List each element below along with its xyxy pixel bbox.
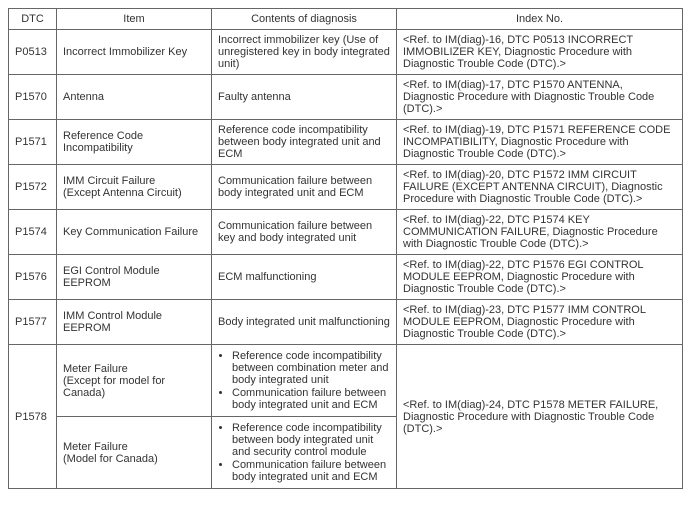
table-row-p1578a: P1578 Meter Failure(Except for model for… (9, 345, 683, 417)
diag-bullets-a: Reference code incompatibility between c… (218, 350, 390, 411)
cell-dtc: P1576 (9, 255, 57, 300)
diag-bullets-b: Reference code incompatibility between b… (218, 422, 390, 483)
table-row: P1574Key Communication FailureCommunicat… (9, 210, 683, 255)
cell-item: Antenna (57, 75, 212, 120)
bullet: Communication failure between body integ… (232, 387, 390, 411)
cell-dtc: P1577 (9, 300, 57, 345)
bullet: Reference code incompatibility between b… (232, 422, 390, 458)
table-row: P1576EGI Control Module EEPROMECM malfun… (9, 255, 683, 300)
cell-index: <Ref. to IM(diag)-16, DTC P0513 INCORREC… (397, 30, 683, 75)
cell-item: Reference Code Incompatibility (57, 120, 212, 165)
cell-dtc: P0513 (9, 30, 57, 75)
cell-index: <Ref. to IM(diag)-22, DTC P1574 KEY COMM… (397, 210, 683, 255)
cell-index: <Ref. to IM(diag)-17, DTC P1570 ANTENNA,… (397, 75, 683, 120)
table-header-row: DTC Item Contents of diagnosis Index No. (9, 9, 683, 30)
cell-dtc: P1574 (9, 210, 57, 255)
cell-item: Meter Failure(Except for model for Canad… (57, 345, 212, 417)
cell-diag: Body integrated unit malfunctioning (212, 300, 397, 345)
cell-item: Incorrect Immobilizer Key (57, 30, 212, 75)
col-dtc: DTC (9, 9, 57, 30)
dtc-table: DTC Item Contents of diagnosis Index No.… (8, 8, 683, 489)
cell-dtc: P1578 (9, 345, 57, 489)
cell-dtc: P1572 (9, 165, 57, 210)
cell-dtc: P1571 (9, 120, 57, 165)
cell-item: IMM Circuit Failure(Except Antenna Circu… (57, 165, 212, 210)
cell-diag: Reference code incompatibility between b… (212, 417, 397, 489)
cell-item: EGI Control Module EEPROM (57, 255, 212, 300)
cell-diag: ECM malfunctioning (212, 255, 397, 300)
cell-index: <Ref. to IM(diag)-19, DTC P1571 REFERENC… (397, 120, 683, 165)
table-row: P1571Reference Code IncompatibilityRefer… (9, 120, 683, 165)
cell-diag: Communication failure between body integ… (212, 165, 397, 210)
cell-index: <Ref. to IM(diag)-24, DTC P1578 METER FA… (397, 345, 683, 489)
table-row: P1570AntennaFaulty antenna<Ref. to IM(di… (9, 75, 683, 120)
table-row: P0513Incorrect Immobilizer KeyIncorrect … (9, 30, 683, 75)
cell-index: <Ref. to IM(diag)-23, DTC P1577 IMM CONT… (397, 300, 683, 345)
bullet: Reference code incompatibility between c… (232, 350, 390, 386)
cell-index: <Ref. to IM(diag)-22, DTC P1576 EGI CONT… (397, 255, 683, 300)
cell-diag: Reference code incompatibility between c… (212, 345, 397, 417)
cell-item: Meter Failure(Model for Canada) (57, 417, 212, 489)
table-row: P1572IMM Circuit Failure(Except Antenna … (9, 165, 683, 210)
cell-diag: Incorrect immobilizer key (Use of unregi… (212, 30, 397, 75)
col-diag: Contents of diagnosis (212, 9, 397, 30)
cell-index: <Ref. to IM(diag)-20, DTC P1572 IMM CIRC… (397, 165, 683, 210)
cell-dtc: P1570 (9, 75, 57, 120)
table-body: P0513Incorrect Immobilizer KeyIncorrect … (9, 30, 683, 489)
cell-item: IMM Control Module EEPROM (57, 300, 212, 345)
table-row: P1577IMM Control Module EEPROMBody integ… (9, 300, 683, 345)
cell-diag: Faulty antenna (212, 75, 397, 120)
cell-diag: Communication failure between key and bo… (212, 210, 397, 255)
cell-item: Key Communication Failure (57, 210, 212, 255)
col-item: Item (57, 9, 212, 30)
col-index: Index No. (397, 9, 683, 30)
cell-diag: Reference code incompatibility between b… (212, 120, 397, 165)
bullet: Communication failure between body integ… (232, 459, 390, 483)
